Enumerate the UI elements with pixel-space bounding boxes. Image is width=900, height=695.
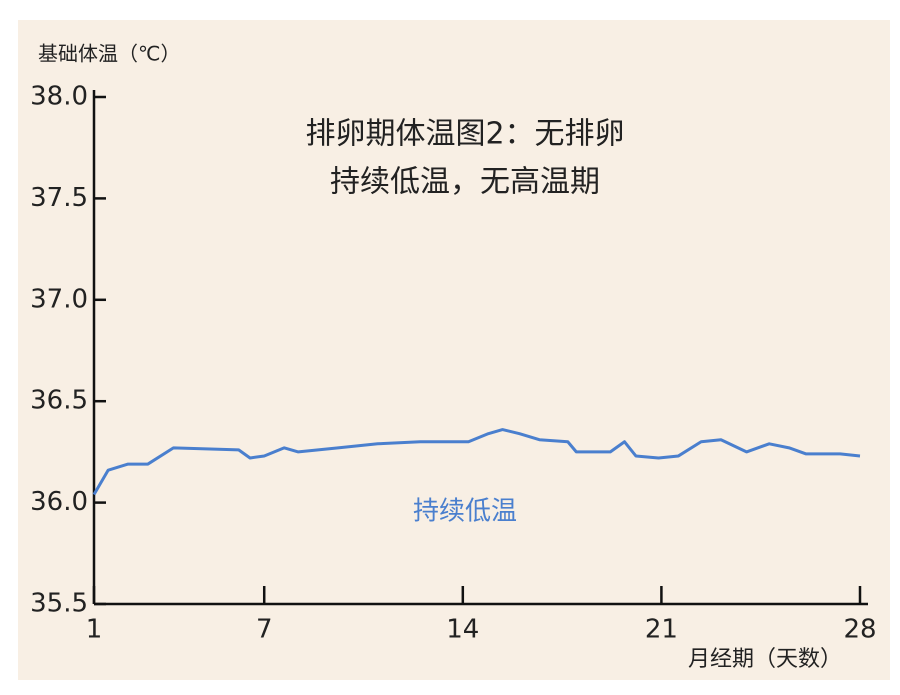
x-axis-label: 月经期（天数） <box>688 647 842 672</box>
x-tick-label: 1 <box>86 615 103 645</box>
y-tick-label: 35.5 <box>30 589 88 619</box>
background <box>18 20 890 680</box>
x-tick-label: 14 <box>446 615 479 645</box>
x-tick-label: 7 <box>256 615 273 645</box>
x-tick-label: 21 <box>645 615 678 645</box>
y-tick-label: 37.0 <box>30 284 88 314</box>
title-line: 持续低温，无高温期 <box>330 165 600 200</box>
y-tick-label: 38.0 <box>30 82 88 112</box>
y-tick-label: 36.0 <box>30 487 88 517</box>
x-tick-label: 28 <box>843 615 876 645</box>
y-tick-label: 36.5 <box>30 386 88 416</box>
y-axis-label: 基础体温（℃） <box>38 42 180 66</box>
y-tick-label: 37.5 <box>30 183 88 213</box>
data-line <box>92 428 861 496</box>
title-line: 排卵期体温图2：无排卵 <box>305 117 624 152</box>
annotation: 持续低温 <box>413 497 517 527</box>
